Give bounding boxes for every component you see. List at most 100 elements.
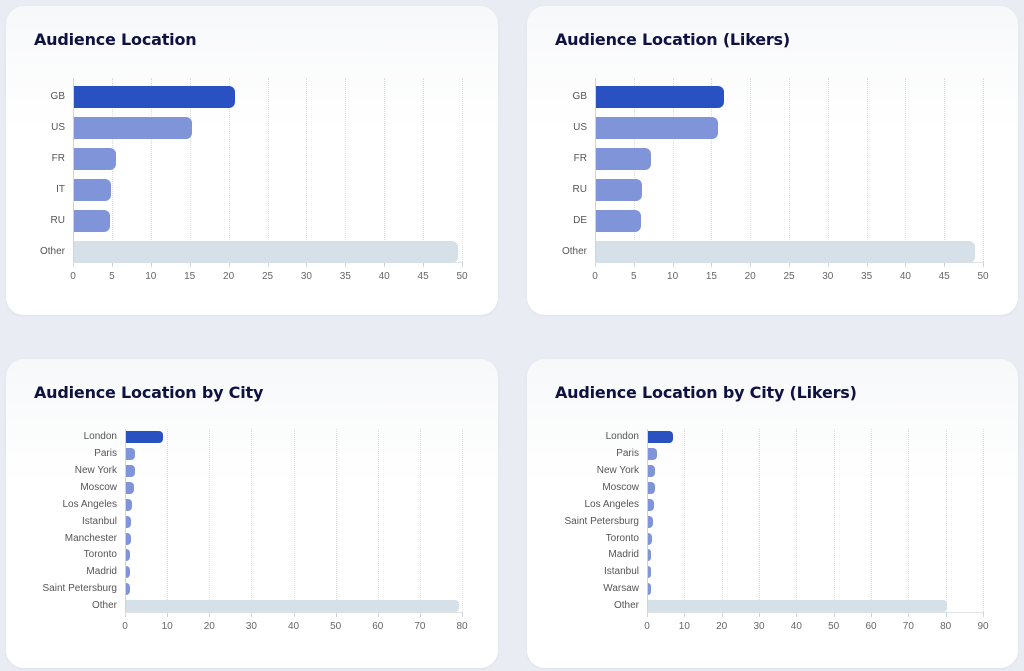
gridline	[711, 78, 713, 262]
bar-new-york[interactable]	[126, 465, 135, 478]
bar-moscow[interactable]	[648, 481, 656, 494]
axis-tick-label: 10	[678, 621, 690, 632]
axis-tick	[306, 262, 308, 267]
axis-tick-label: 5	[109, 271, 115, 282]
axis-tick	[684, 612, 686, 617]
gridline	[462, 429, 463, 612]
bar-other[interactable]	[648, 599, 948, 612]
axis-tick-label: 60	[865, 621, 877, 632]
bar-ru[interactable]	[74, 209, 110, 232]
audience-location-card: Audience Location 0 5 10 15 20 25 30 35 40 45 50 GB…	[6, 6, 498, 315]
axis-tick	[711, 262, 713, 267]
axis-tick-label: 0	[122, 621, 128, 632]
gridline	[672, 78, 674, 262]
axis-tick	[150, 262, 152, 267]
bar-fr[interactable]	[596, 147, 652, 170]
axis-tick-label: 0	[592, 271, 598, 282]
category-label: Los Angeles	[584, 498, 640, 510]
axis-tick-label: 0	[70, 271, 76, 282]
axis-tick	[750, 262, 752, 267]
bar-us[interactable]	[596, 116, 718, 139]
gridline	[423, 78, 425, 262]
gridline	[419, 429, 421, 612]
bar-it[interactable]	[74, 178, 111, 201]
category-label: Toronto	[83, 549, 117, 561]
bar-paris[interactable]	[126, 448, 135, 461]
bar-chart: 0 5 10 15 20 25 30 35 40 45 50 GB US FR IT RU Other	[40, 78, 468, 282]
audience-location-city-card: Audience Location by City 0 10 20 30 40 50 60 7…	[6, 359, 498, 668]
axis-tick	[905, 262, 907, 267]
bar-madrid[interactable]	[648, 549, 652, 562]
gridline	[293, 429, 295, 612]
axis-tick-label: 10	[667, 271, 679, 282]
axis-tick	[633, 262, 635, 267]
bar-istanbul[interactable]	[648, 566, 652, 579]
bar-manchester[interactable]	[126, 532, 132, 545]
bar-warsaw[interactable]	[648, 583, 652, 596]
axis-tick-label: 50	[977, 271, 989, 282]
category-label: Saint Petersburg	[42, 583, 118, 595]
x-axis	[73, 262, 462, 263]
bar-us[interactable]	[74, 116, 193, 139]
axis-tick	[228, 262, 230, 267]
bar-london[interactable]	[648, 431, 673, 444]
bar-gb[interactable]	[74, 85, 236, 108]
gridline	[306, 78, 308, 262]
bar-los-angeles[interactable]	[648, 498, 655, 511]
gridline	[684, 429, 686, 612]
bar-gb[interactable]	[596, 85, 725, 108]
category-label: Other	[91, 599, 117, 611]
gridline	[228, 78, 230, 262]
gridline	[721, 429, 723, 612]
axis-tick	[871, 612, 872, 617]
bar-saint-petersburg[interactable]	[648, 515, 653, 528]
axis-tick-label: 40	[287, 621, 300, 632]
gridline	[983, 78, 984, 262]
axis-tick-label: 35	[339, 271, 351, 282]
gridline	[150, 78, 152, 262]
axis-tick-label: 10	[145, 271, 157, 282]
bar-ru[interactable]	[596, 178, 642, 201]
axis-tick	[462, 612, 463, 617]
axis-tick-label: 50	[456, 271, 468, 282]
bar-toronto[interactable]	[648, 532, 653, 545]
gridline	[944, 78, 946, 262]
category-label: Saint Petersburg	[564, 515, 640, 527]
card-title: Audience Location	[34, 30, 197, 49]
axis-tick-label: 40	[899, 271, 911, 282]
axis-tick	[945, 612, 947, 617]
category-label: Paris	[94, 448, 117, 460]
bar-saint-petersburg[interactable]	[126, 583, 130, 596]
bar-other[interactable]	[596, 240, 975, 263]
axis-tick	[423, 262, 425, 267]
axis-tick-label: 40	[378, 271, 390, 282]
gridline	[167, 429, 169, 612]
bar-fr[interactable]	[74, 147, 116, 170]
category-label: FR	[51, 152, 65, 164]
bar-istanbul[interactable]	[126, 515, 132, 528]
bar-moscow[interactable]	[126, 481, 134, 494]
category-label: Other	[39, 245, 65, 257]
axis-tick	[345, 262, 347, 267]
axis-tick-label: 80	[940, 621, 952, 632]
category-label: Madrid	[608, 549, 639, 561]
bar-london[interactable]	[126, 431, 164, 444]
gridline	[871, 429, 872, 612]
gridline	[789, 78, 790, 262]
bar-paris[interactable]	[648, 448, 658, 461]
gridline	[908, 429, 910, 612]
category-label: DE	[573, 214, 587, 226]
bar-los-angeles[interactable]	[126, 498, 132, 511]
bar-toronto[interactable]	[126, 549, 131, 562]
category-label: Los Angeles	[62, 498, 118, 510]
category-label: Istanbul	[81, 515, 117, 527]
bar-madrid[interactable]	[126, 566, 131, 579]
bar-other[interactable]	[126, 599, 459, 612]
bar-new-york[interactable]	[648, 465, 656, 478]
gridline	[251, 429, 253, 612]
bar-de[interactable]	[596, 209, 641, 232]
bar-other[interactable]	[74, 240, 459, 263]
axis-tick	[796, 612, 798, 617]
bar-chart: 0 10 20 30 40 50 60 70 80 London Paris New York Mosc…	[43, 429, 468, 632]
axis-tick-label: 30	[822, 271, 834, 282]
